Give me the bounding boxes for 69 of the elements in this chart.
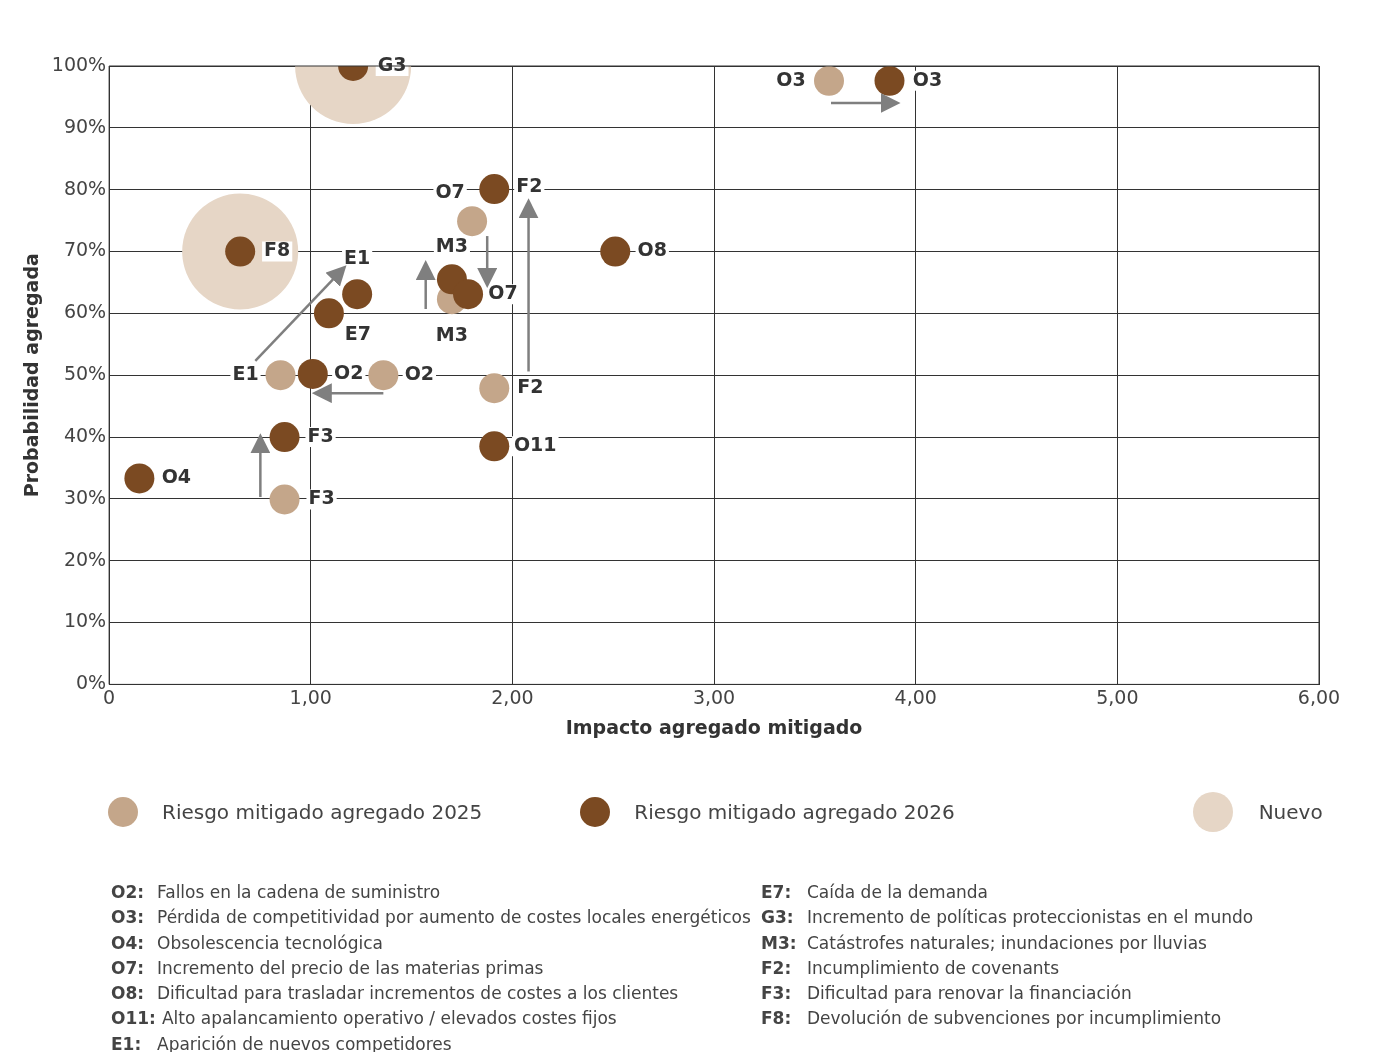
point bbox=[342, 279, 373, 310]
point bbox=[600, 236, 631, 267]
y-tick-label: 20% bbox=[63, 547, 107, 570]
annotation: M3 bbox=[435, 323, 468, 346]
text: G3: Incremento de políticas proteccionistas en el mundo bbox=[761, 906, 1254, 930]
point bbox=[479, 431, 510, 462]
x-tick-label: 4,00 bbox=[894, 685, 937, 708]
annotation: O11 bbox=[513, 433, 557, 456]
text: O8: Dificultad para trasladar incrementos de costes a los clientes bbox=[111, 982, 679, 1006]
x-axis-title: Impacto agregado mitigado bbox=[565, 715, 863, 738]
x-tick-label: 2,00 bbox=[491, 685, 534, 708]
point bbox=[457, 206, 488, 237]
annotation: G3 bbox=[377, 52, 407, 75]
x-tick-label: 1,00 bbox=[289, 685, 332, 708]
y-tick-label: 30% bbox=[63, 485, 107, 508]
y-tick-label: 60% bbox=[63, 300, 107, 323]
point bbox=[874, 66, 905, 96]
annotation: E1 bbox=[232, 362, 259, 385]
y-tick-label: 90% bbox=[63, 114, 107, 137]
point bbox=[453, 279, 484, 310]
y-tick-label: 50% bbox=[63, 362, 107, 385]
x-tick-label: 5,00 bbox=[1096, 685, 1139, 708]
point bbox=[368, 360, 399, 391]
point bbox=[479, 174, 510, 205]
y-tick-label: 40% bbox=[63, 423, 107, 446]
annotation: F8 bbox=[264, 238, 291, 261]
text: M3: Catástrofes naturales; inundaciones por lluvias bbox=[761, 931, 1207, 955]
annotation: O7 bbox=[488, 281, 518, 304]
y-tick-label: 80% bbox=[63, 176, 107, 199]
annotation: O8 bbox=[637, 238, 667, 261]
annotation: M3 bbox=[435, 234, 468, 257]
text: F8: Devolución de subvenciones por incumplimiento bbox=[761, 1007, 1222, 1031]
annotation: E7 bbox=[344, 322, 372, 345]
y-tick-label: 100% bbox=[51, 52, 107, 75]
y-tick-label: 10% bbox=[63, 609, 107, 632]
x-tick-label: 3,00 bbox=[692, 685, 736, 708]
point bbox=[124, 463, 155, 494]
legend-label: Nuevo bbox=[1258, 800, 1323, 824]
x-tick-label: 6,00 bbox=[1297, 685, 1341, 708]
annotation: F3 bbox=[307, 423, 334, 446]
text: O4: Obsolescencia tecnológica bbox=[111, 931, 383, 955]
annotation: O3 bbox=[776, 67, 806, 90]
point bbox=[814, 66, 844, 96]
point bbox=[297, 358, 328, 389]
point bbox=[269, 422, 300, 453]
text: F2: Incumplimiento de covenants bbox=[761, 956, 1060, 980]
annotation: O3 bbox=[912, 67, 943, 90]
annotation: O2 bbox=[404, 362, 435, 385]
point bbox=[479, 373, 510, 404]
point bbox=[269, 484, 300, 515]
text: E7: Caída de la demanda bbox=[761, 881, 989, 904]
annotation: O4 bbox=[161, 465, 192, 488]
legend-label: Riesgo mitigado agregado 2026 bbox=[634, 800, 955, 824]
text: O2: Fallos en la cadena de suministro bbox=[111, 881, 441, 904]
annotation: F2 bbox=[517, 375, 544, 398]
annotation: F2 bbox=[516, 174, 543, 196]
annotation: O2 bbox=[334, 360, 364, 383]
point bbox=[265, 360, 296, 391]
point bbox=[313, 298, 344, 329]
annotation: F3 bbox=[308, 486, 335, 509]
text: O7: Incremento del precio de las materias primas bbox=[111, 956, 544, 980]
text: F3: Dificultad para renovar la financiación bbox=[761, 982, 1132, 1006]
text: O11: Alto apalancamiento operativo / elevados costes fijos bbox=[111, 1007, 617, 1031]
text: O3: Pérdida de competitividad por aumento de costes locales energéticos bbox=[111, 906, 751, 930]
y-tick-label: 70% bbox=[63, 238, 107, 261]
legend-label: Riesgo mitigado agregado 2025 bbox=[162, 800, 483, 824]
y-axis-title: Probabilidad agregada bbox=[20, 253, 43, 498]
annotation: O7 bbox=[435, 180, 465, 203]
annotation: E1 bbox=[344, 246, 371, 269]
